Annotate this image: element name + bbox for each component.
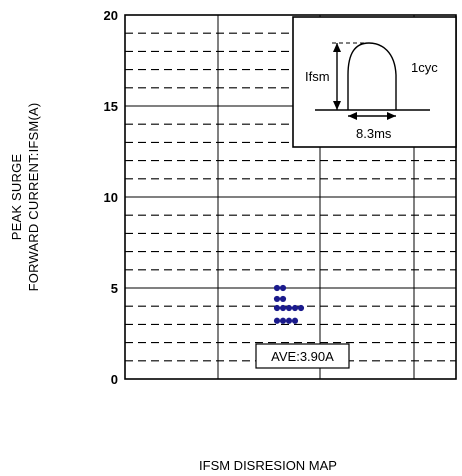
y-tick-label: 20	[104, 8, 118, 23]
inset-box	[292, 16, 457, 148]
data-point	[273, 317, 281, 324]
data-point	[285, 304, 293, 312]
average-annotation: AVE:3.90A	[255, 343, 350, 369]
data-point	[279, 295, 287, 303]
y-axis-label: PEAK SURGE FORWARD CURRENT:IFSM(A)	[9, 103, 41, 292]
y-tick-labels: 0 5 10 15 20	[104, 8, 118, 387]
y-tick-label: 0	[111, 372, 118, 387]
inset-width-label: 8.3ms	[356, 126, 392, 141]
data-point	[279, 317, 287, 324]
data-point	[273, 304, 281, 312]
data-point	[273, 295, 281, 303]
inset-cycle-label: 1cyc	[411, 60, 438, 75]
data-point	[297, 304, 305, 312]
chart-caption: IFSM DISRESION MAP	[199, 458, 337, 473]
data-point	[273, 284, 281, 292]
inset-peak-arrow-head-up	[333, 43, 341, 52]
y-tick-label: 10	[104, 190, 118, 205]
data-point	[291, 304, 299, 312]
data-point	[291, 317, 299, 324]
inset-width-arrow-head-left	[348, 112, 357, 120]
y-axis-label-line-1: PEAK SURGE	[9, 154, 24, 241]
inset-peak-arrow-head-down	[333, 101, 341, 110]
y-tick-label: 5	[111, 281, 118, 296]
y-tick-label: 15	[104, 99, 118, 114]
data-point	[279, 304, 287, 312]
data-point	[285, 317, 293, 324]
inset-peak-label: Ifsm	[305, 69, 330, 84]
inset-half-sine	[347, 42, 397, 110]
average-annotation-box	[255, 343, 350, 369]
inset-width-arrow-head-right	[387, 112, 396, 120]
plot-frame	[124, 14, 457, 380]
y-axis-label-line-2: FORWARD CURRENT:IFSM(A)	[26, 103, 41, 292]
waveform-inset: Ifsm 1cyc 8.3ms	[292, 16, 457, 148]
average-annotation-text: AVE:3.90A	[271, 349, 334, 364]
data-point	[279, 284, 287, 292]
data-points	[273, 284, 305, 324]
